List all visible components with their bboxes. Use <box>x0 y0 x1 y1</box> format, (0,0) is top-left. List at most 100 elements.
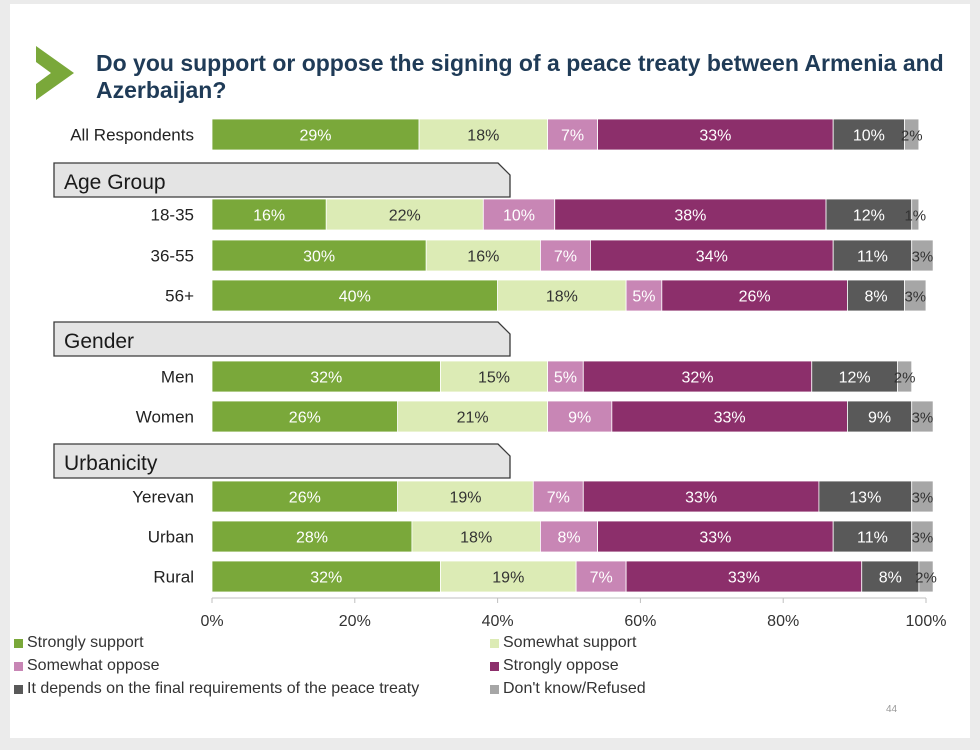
bar-segment-it-depends-on-the-final-requirements-of-the-peace-treaty <box>825 198 913 231</box>
bar-segment-don-t-know-refused <box>911 198 920 231</box>
data-label: 26% <box>739 289 771 306</box>
bar-segment-strongly-oppose <box>611 400 848 433</box>
data-label: 29% <box>300 128 332 145</box>
bar-segment-don-t-know-refused <box>897 360 913 393</box>
data-label: 18% <box>460 530 492 547</box>
legend-label: Somewhat oppose <box>27 657 160 674</box>
bar-segment-somewhat-support <box>411 520 541 553</box>
data-label: 13% <box>849 490 881 507</box>
row-label: 18-35 <box>151 206 194 225</box>
bar-segment-somewhat-support <box>440 560 577 593</box>
x-tick-label: 60% <box>624 613 656 630</box>
legend-item: Strongly support <box>14 634 144 652</box>
bar-segment-don-t-know-refused <box>911 520 934 553</box>
data-label: 19% <box>492 570 524 587</box>
bar-segment-don-t-know-refused <box>904 279 927 312</box>
row-label: 36-55 <box>151 247 194 266</box>
legend-item: Somewhat oppose <box>14 657 160 675</box>
data-label: 12% <box>839 370 871 387</box>
bar-segment-somewhat-oppose <box>547 360 584 393</box>
data-label: 34% <box>696 249 728 266</box>
data-label: 12% <box>853 208 885 225</box>
bar-segment-it-depends-on-the-final-requirements-of-the-peace-treaty <box>847 400 913 433</box>
data-label: 11% <box>857 249 888 266</box>
group-header-box <box>53 162 511 198</box>
bar-segment-strongly-support <box>211 520 413 553</box>
data-label: 32% <box>310 570 342 587</box>
bar-segment-strongly-support <box>211 118 420 151</box>
legend-label: Somewhat support <box>503 634 637 651</box>
bar-segment-don-t-know-refused <box>918 560 934 593</box>
data-label: 3% <box>912 530 934 547</box>
data-label: 32% <box>310 370 342 387</box>
legend-item: Strongly oppose <box>490 657 619 675</box>
data-label: 2% <box>894 370 916 387</box>
row-label: Men <box>161 368 194 387</box>
bar-segment-strongly-oppose <box>554 198 827 231</box>
row-label: Urban <box>148 528 194 547</box>
x-tick-label: 100% <box>906 613 947 630</box>
legend-swatch <box>490 638 499 648</box>
group-header-label: Age Group <box>64 171 166 194</box>
row-label: All Respondents <box>70 126 194 145</box>
data-label: 1% <box>904 208 926 225</box>
arrow-logo-icon <box>36 46 74 100</box>
legend-swatch <box>14 661 23 671</box>
data-label: 3% <box>912 490 934 507</box>
bar-segment-somewhat-oppose <box>540 520 598 553</box>
row-label: Rural <box>153 568 194 587</box>
x-tick-label: 0% <box>200 613 223 630</box>
data-label: 3% <box>904 289 926 306</box>
bar-segment-somewhat-support <box>397 400 548 433</box>
data-label: 28% <box>296 530 328 547</box>
bar-segment-strongly-support <box>211 480 399 513</box>
data-label: 26% <box>289 490 321 507</box>
bar-segment-it-depends-on-the-final-requirements-of-the-peace-treaty <box>861 560 920 593</box>
data-label: 5% <box>632 289 655 306</box>
group-header-box <box>53 321 511 357</box>
legend-item: Don't know/Refused <box>490 680 646 698</box>
bar-segment-strongly-oppose <box>582 480 820 513</box>
bar-segment-strongly-oppose <box>625 560 863 593</box>
bar-segment-strongly-support <box>211 279 499 312</box>
data-label: 2% <box>901 128 923 145</box>
data-label: 10% <box>503 208 535 225</box>
data-label: 18% <box>546 289 578 306</box>
bar-segment-somewhat-oppose <box>547 400 613 433</box>
data-label: 19% <box>449 490 481 507</box>
page-number: 44 <box>886 704 898 715</box>
row-label: Women <box>136 408 194 427</box>
data-label: 9% <box>568 410 591 427</box>
bar-segment-strongly-support <box>211 239 427 272</box>
bar-segment-strongly-oppose <box>597 118 834 151</box>
group-header-box <box>53 443 511 479</box>
x-tick-label: 40% <box>482 613 514 630</box>
data-label: 40% <box>339 289 371 306</box>
data-label: 8% <box>879 570 902 587</box>
data-label: 33% <box>728 570 760 587</box>
legend-swatch <box>490 684 499 694</box>
data-label: 11% <box>857 530 888 547</box>
data-label: 2% <box>915 570 937 587</box>
bar-segment-don-t-know-refused <box>911 239 934 272</box>
data-label: 3% <box>912 249 934 266</box>
legend-swatch <box>14 638 23 648</box>
data-label: 30% <box>303 249 335 266</box>
legend-label: Don't know/Refused <box>503 680 646 697</box>
bar-segment-it-depends-on-the-final-requirements-of-the-peace-treaty <box>832 520 913 553</box>
data-label: 10% <box>853 128 885 145</box>
bar-segment-somewhat-support <box>397 480 534 513</box>
data-label: 8% <box>864 289 887 306</box>
data-label: 32% <box>682 370 714 387</box>
bar-segment-don-t-know-refused <box>904 118 920 151</box>
legend-swatch <box>490 661 499 671</box>
data-label: 15% <box>478 370 510 387</box>
bar-segment-don-t-know-refused <box>911 480 934 513</box>
data-label: 9% <box>868 410 891 427</box>
data-label: 33% <box>714 410 746 427</box>
data-label: 8% <box>557 530 580 547</box>
bar-segment-strongly-support <box>211 198 327 231</box>
row-label: 56+ <box>165 287 194 306</box>
x-tick-label: 20% <box>339 613 371 630</box>
bar-segment-somewhat-support <box>497 279 627 312</box>
